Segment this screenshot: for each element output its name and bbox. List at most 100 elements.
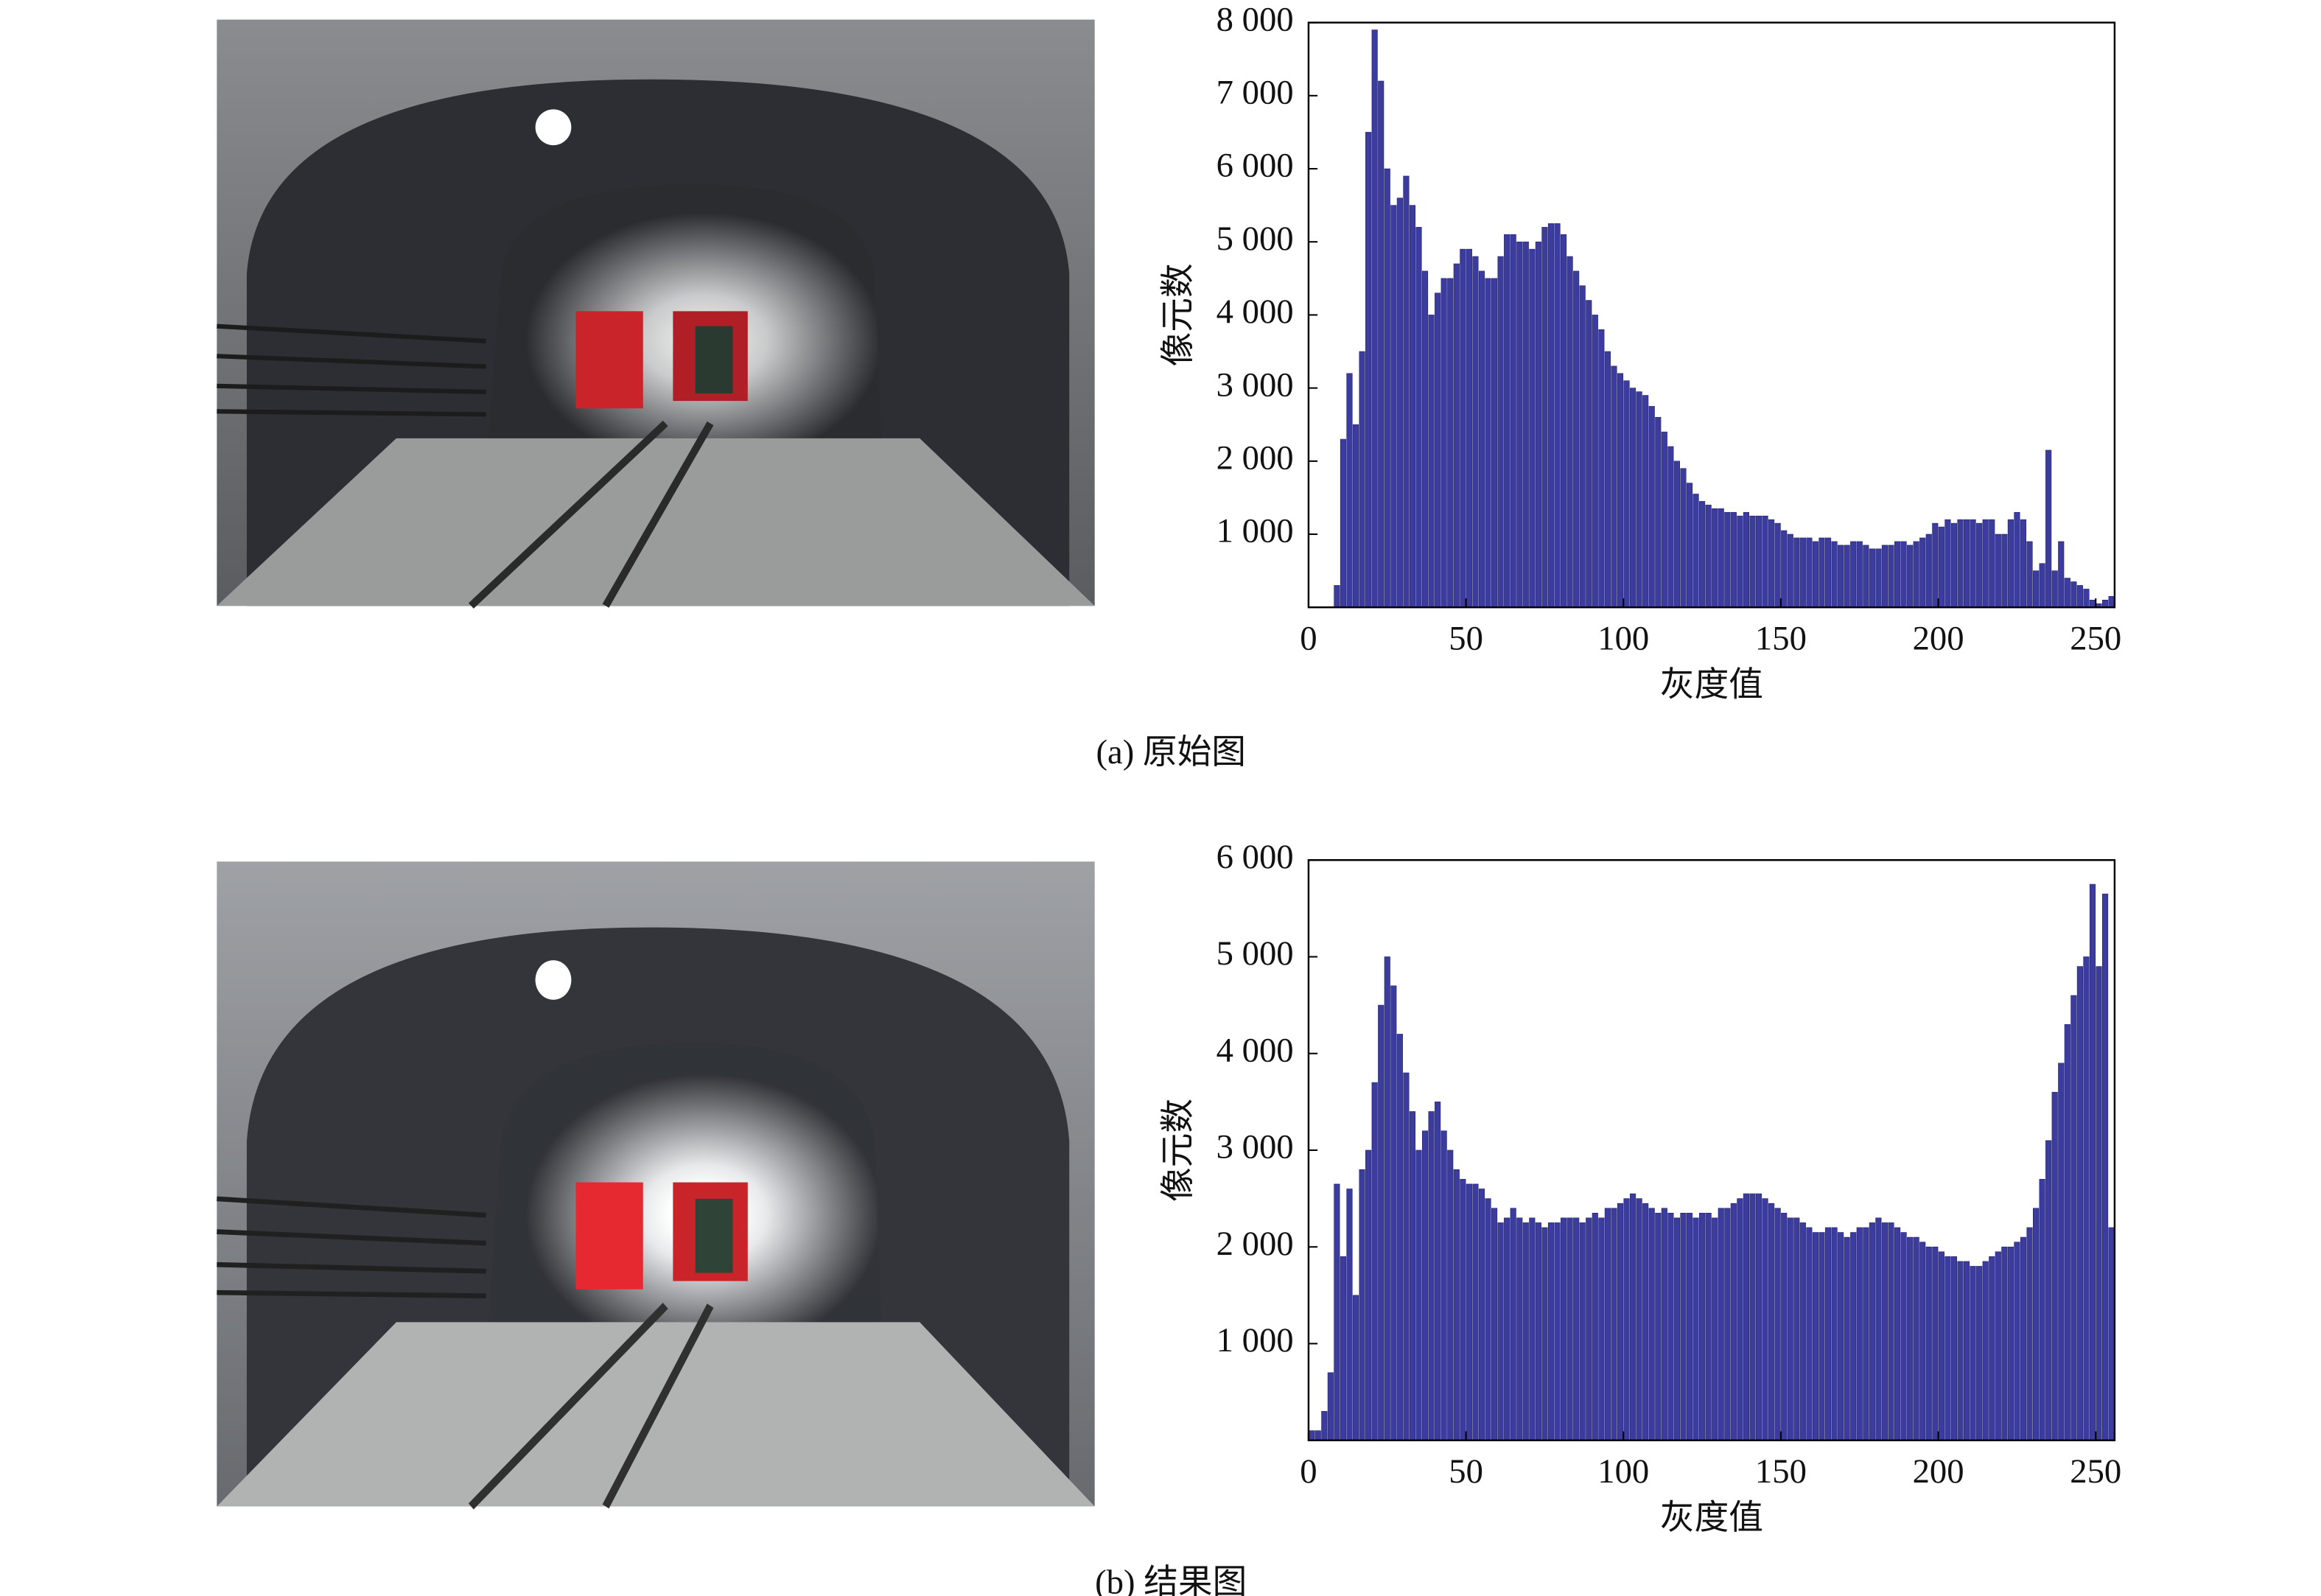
histogram-bar: [1730, 511, 1737, 608]
histogram-bar: [2083, 589, 2090, 608]
histogram-bar: [1478, 1189, 1485, 1441]
x-tick-label: 0: [1300, 1452, 1317, 1491]
histogram-bar: [1403, 1072, 1410, 1441]
histogram-bar: [1415, 1149, 1422, 1441]
histogram-bar: [1743, 1193, 1749, 1441]
histogram-bar: [1592, 315, 1598, 608]
histogram-bar: [1774, 1208, 1781, 1441]
histogram-bar: [1611, 365, 1617, 608]
histogram-bar: [1831, 1227, 1838, 1441]
histogram-bar: [1824, 1227, 1832, 1441]
histogram-bar: [1718, 1208, 1724, 1441]
y-tick-label: 4 000: [1216, 293, 1294, 331]
original-photo: [217, 20, 1094, 606]
histogram-bar: [1359, 351, 1365, 608]
histogram-bar: [1881, 545, 1888, 608]
histogram-bar: [2033, 570, 2040, 608]
histogram-bar: [1925, 533, 1932, 608]
histogram-bar: [1655, 417, 1662, 608]
y-tick-label: 5 000: [1216, 934, 1294, 973]
histogram-bar: [1838, 1232, 1844, 1441]
histogram-bar: [1334, 585, 1340, 608]
histogram-bar: [1749, 1193, 1756, 1441]
histogram-bar: [1755, 1193, 1762, 1441]
histogram-bar: [1409, 205, 1416, 608]
histogram-bar: [1957, 519, 1964, 608]
histogram-bar: [1447, 1149, 1454, 1441]
histogram-bar: [2089, 883, 2096, 1441]
histogram-bar: [1863, 545, 1869, 608]
histogram-bar: [1667, 446, 1674, 608]
histogram-bar: [2001, 533, 2008, 608]
histogram-bar: [1743, 511, 1749, 608]
histogram-bar: [2014, 1242, 2020, 1441]
y-axis-label: 像元数: [1159, 1099, 1197, 1202]
y-tick-label: 6 000: [1216, 838, 1294, 876]
histogram-bar: [1787, 533, 1793, 608]
histogram-bar: [2033, 1208, 2040, 1441]
histogram-bar: [1699, 501, 1706, 608]
histogram-bar: [1737, 515, 1743, 608]
histogram-bar: [1932, 1246, 1939, 1441]
histogram-bar: [1812, 1232, 1819, 1441]
histogram-bar: [1472, 1183, 1479, 1441]
histogram-bar: [2051, 570, 2058, 608]
histogram-bar: [2026, 541, 2033, 608]
histogram-bar: [1812, 541, 1819, 608]
histogram-bar: [1806, 1227, 1813, 1441]
histogram-bar: [1642, 1203, 1649, 1441]
histogram-bar: [1460, 248, 1466, 608]
histogram-bar: [1573, 1217, 1580, 1441]
histogram-bar: [2108, 596, 2115, 608]
histogram-bar: [1378, 80, 1384, 608]
histogram-bar: [1875, 548, 1882, 608]
histogram-bar: [1755, 515, 1762, 608]
histogram-bar: [1466, 1183, 1472, 1441]
histogram-bar: [1692, 494, 1699, 608]
caption: (b) 结果图: [1095, 1563, 1247, 1596]
histogram-bar: [2026, 1227, 2033, 1441]
histogram-bar: [1428, 315, 1435, 608]
histogram-bar: [1447, 278, 1454, 608]
histogram-bar: [1944, 519, 1951, 608]
x-axis-label: 灰度值: [1660, 666, 1763, 704]
histogram-bar: [1818, 537, 1825, 608]
histogram-bar: [1712, 1217, 1718, 1441]
histogram-bar: [1680, 1212, 1687, 1441]
histogram-bar: [1573, 270, 1580, 608]
histogram-bar: [1667, 1212, 1674, 1441]
histogram-bar: [1485, 1198, 1491, 1441]
histogram-bar: [2089, 599, 2096, 608]
y-tick-label: 5 000: [1216, 220, 1294, 258]
histogram-bar: [1554, 1222, 1561, 1441]
histogram-bar: [2020, 1236, 2027, 1441]
y-tick-label: 7 000: [1216, 74, 1294, 112]
histogram-bar: [1510, 1208, 1516, 1441]
histogram-bar: [1818, 1232, 1825, 1441]
histogram-bar: [1831, 541, 1838, 608]
histogram-bar: [1856, 1227, 1863, 1441]
histogram-bar: [1838, 545, 1844, 608]
histogram-bar: [1869, 548, 1875, 608]
histogram-bar: [1561, 1217, 1567, 1441]
histogram-bar: [1699, 1212, 1706, 1441]
histogram-bar: [1415, 227, 1422, 608]
histogram-bar: [1737, 1198, 1743, 1441]
histogram-bar: [1900, 1232, 1907, 1441]
x-tick-label: 100: [1597, 620, 1649, 658]
histogram-bar: [1781, 1212, 1788, 1441]
histogram-bar: [1604, 351, 1611, 608]
histogram-bar: [2001, 1246, 2008, 1441]
histogram-bar: [1686, 1212, 1693, 1441]
histogram-bar: [1863, 1227, 1869, 1441]
histogram-bar: [1705, 1212, 1712, 1441]
histogram-bar: [1371, 1082, 1378, 1441]
histogram-bar: [1535, 241, 1541, 608]
histogram-bar: [2083, 956, 2090, 1441]
histogram-bar: [1850, 541, 1857, 608]
x-tick-label: 150: [1755, 620, 1807, 658]
histogram-bar: [1712, 508, 1718, 608]
histogram-bar: [1485, 278, 1491, 608]
histogram-bar: [1982, 519, 1989, 608]
